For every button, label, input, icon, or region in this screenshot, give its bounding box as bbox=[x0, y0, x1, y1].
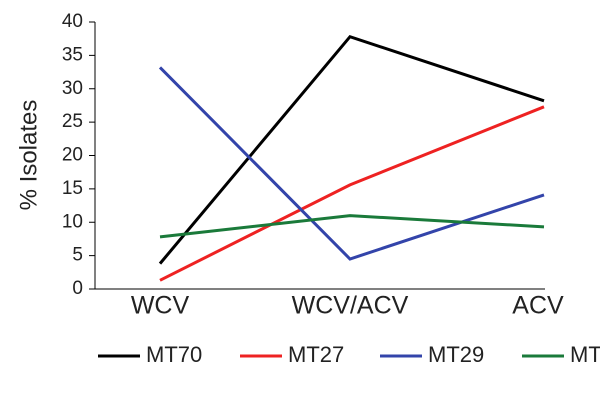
series-line-mt64 bbox=[159, 214, 545, 239]
legend-label-mt64: MT64 bbox=[570, 342, 600, 367]
y-axis-label: % Isolates bbox=[15, 100, 42, 211]
series-line-mt29 bbox=[158, 66, 545, 261]
x-ticks: WCV WCV/ACV ACV bbox=[131, 292, 564, 320]
legend-label-mt29: MT29 bbox=[428, 342, 484, 367]
y-tick-label: 35 bbox=[62, 44, 83, 65]
legend-label-mt27: MT27 bbox=[288, 342, 344, 367]
y-tick-label: 0 bbox=[72, 278, 83, 299]
x-tick-label: WCV/ACV bbox=[292, 292, 409, 320]
y-tick-label: 20 bbox=[62, 145, 83, 166]
y-tick-label: 15 bbox=[62, 178, 83, 199]
axes bbox=[94, 22, 545, 290]
y-ticks: 0 5 10 15 20 25 30 35 40 bbox=[62, 11, 95, 299]
legend-label-mt70: MT70 bbox=[146, 342, 202, 367]
series-line-mt70 bbox=[158, 34, 545, 265]
y-tick-label: 25 bbox=[62, 111, 83, 132]
y-tick-label: 5 bbox=[72, 245, 83, 266]
x-tick-label: ACV bbox=[512, 292, 564, 320]
x-tick-label: WCV bbox=[131, 292, 190, 320]
legend: MT70 MT27 MT29 MT64 bbox=[98, 342, 600, 367]
series-line-mt27 bbox=[159, 105, 545, 282]
series-lines bbox=[158, 34, 545, 282]
y-tick-label: 10 bbox=[62, 211, 83, 232]
y-tick-label: 40 bbox=[62, 11, 83, 32]
y-tick-label: 30 bbox=[62, 78, 83, 99]
